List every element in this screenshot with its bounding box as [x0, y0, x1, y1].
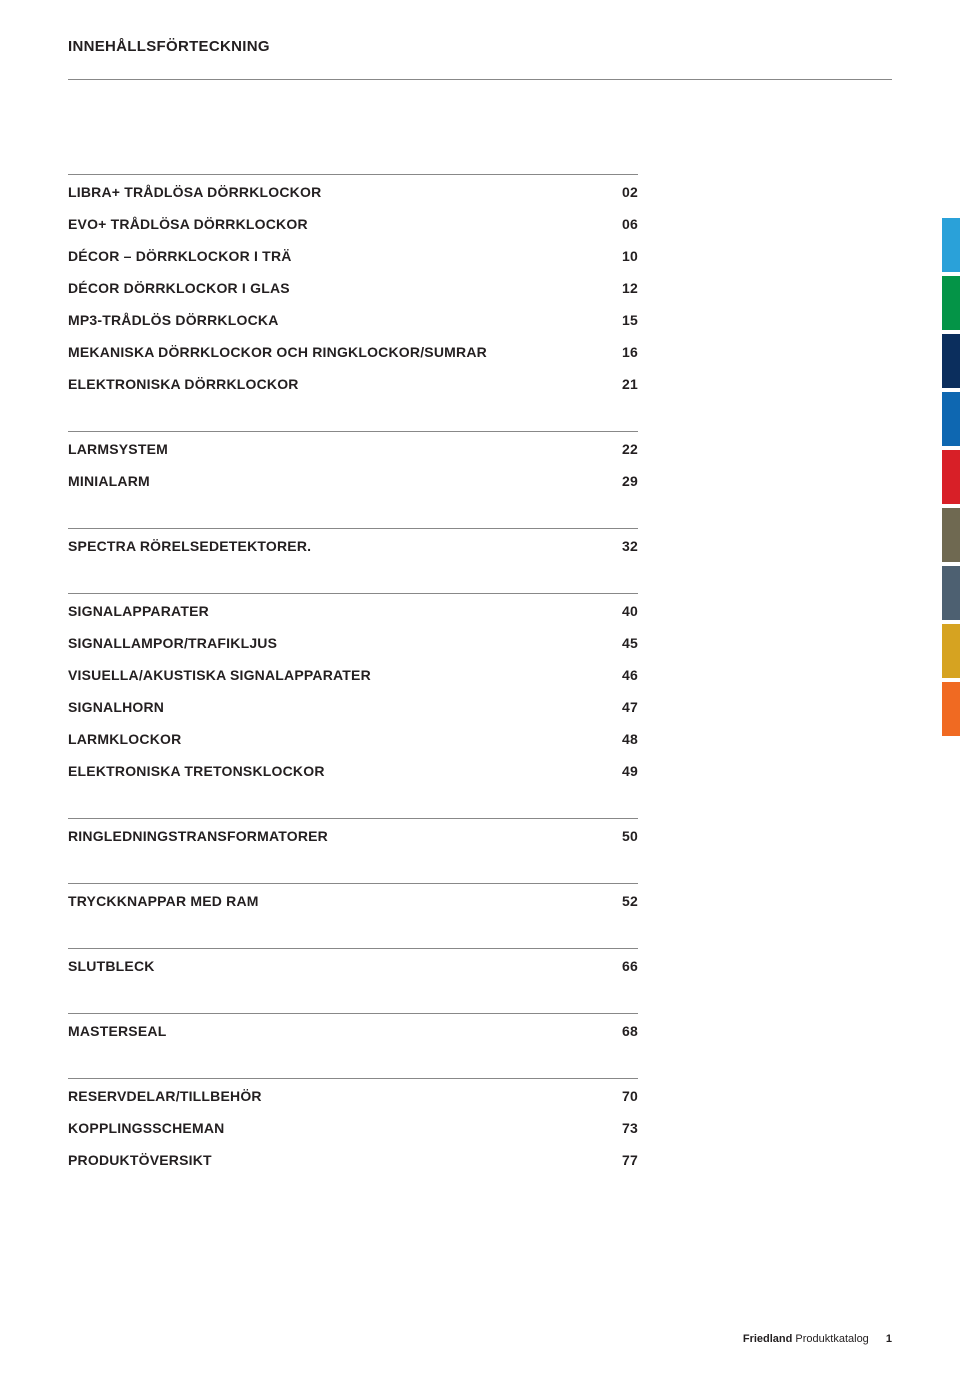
toc-row: DÉCOR – DÖRRKLOCKOR I TRÄ10 [68, 239, 638, 271]
toc-row: PRODUKTÖVERSIKT77 [68, 1143, 638, 1175]
toc-row: ELEKTRONISKA DÖRRKLOCKOR21 [68, 367, 638, 399]
toc-label: VISUELLA/AKUSTISKA SIGNALAPPARATER [68, 667, 608, 683]
toc-row: MINIALARM29 [68, 464, 638, 496]
page-footer: Friedland Produktkatalog 1 [743, 1333, 892, 1345]
toc-row: EVO+ TRÅDLÖSA DÖRRKLOCKOR06 [68, 207, 638, 239]
toc-page: 77 [608, 1152, 638, 1168]
edge-tab [942, 218, 960, 272]
toc-label: EVO+ TRÅDLÖSA DÖRRKLOCKOR [68, 216, 608, 232]
toc-page: 12 [608, 280, 638, 296]
edge-tab [942, 566, 960, 620]
toc-page: 21 [608, 376, 638, 392]
toc-page: 15 [608, 312, 638, 328]
edge-tab [942, 450, 960, 504]
toc-label: ELEKTRONISKA DÖRRKLOCKOR [68, 376, 608, 392]
toc-row: SIGNALLAMPOR/TRAFIKLJUS45 [68, 626, 638, 658]
toc-section: RINGLEDNINGSTRANSFORMATORER50 [68, 818, 638, 851]
toc-page: 48 [608, 731, 638, 747]
edge-tab [942, 334, 960, 388]
toc-label: SLUTBLECK [68, 958, 608, 974]
toc-label: MP3-TRÅDLÖS DÖRRKLOCKA [68, 312, 608, 328]
footer-brand: Friedland [743, 1333, 793, 1345]
toc-page: 40 [608, 603, 638, 619]
toc-label: SIGNALHORN [68, 699, 608, 715]
toc-row: SIGNALAPPARATER40 [68, 594, 638, 626]
toc-label: MEKANISKA DÖRRKLOCKOR OCH RINGKLOCKOR/SU… [68, 344, 608, 360]
toc-label: PRODUKTÖVERSIKT [68, 1152, 608, 1168]
toc-row: LIBRA+ TRÅDLÖSA DÖRRKLOCKOR02 [68, 175, 638, 207]
toc-section: SLUTBLECK66 [68, 948, 638, 981]
toc-section: TRYCKKNAPPAR MED RAM52 [68, 883, 638, 916]
toc-page: 29 [608, 473, 638, 489]
toc-section: LARMSYSTEM22 MINIALARM29 [68, 431, 638, 496]
toc-page: 66 [608, 958, 638, 974]
toc-page: 52 [608, 893, 638, 909]
page-title: INNEHÅLLSFÖRTECKNING [68, 38, 892, 55]
toc-row: SLUTBLECK66 [68, 949, 638, 981]
edge-tabs [942, 218, 960, 740]
toc-label: LARMSYSTEM [68, 441, 608, 457]
toc-label: DÉCOR DÖRRKLOCKOR I GLAS [68, 280, 608, 296]
toc-row: VISUELLA/AKUSTISKA SIGNALAPPARATER46 [68, 658, 638, 690]
toc-label: SIGNALAPPARATER [68, 603, 608, 619]
toc-page: 45 [608, 635, 638, 651]
toc-page: 47 [608, 699, 638, 715]
toc-row: SPECTRA RÖRELSEDETEKTORER.32 [68, 529, 638, 561]
footer-page-number: 1 [886, 1333, 892, 1345]
toc-page: 68 [608, 1023, 638, 1039]
toc-row: RESERVDELAR/TILLBEHÖR70 [68, 1079, 638, 1111]
toc-page: 73 [608, 1120, 638, 1136]
footer-text: Produktkatalog [795, 1333, 868, 1345]
toc-row: MP3-TRÅDLÖS DÖRRKLOCKA15 [68, 303, 638, 335]
title-rule [68, 79, 892, 80]
toc-label: MASTERSEAL [68, 1023, 608, 1039]
toc-label: SIGNALLAMPOR/TRAFIKLJUS [68, 635, 608, 651]
edge-tab [942, 682, 960, 736]
toc-label: RINGLEDNINGSTRANSFORMATORER [68, 828, 608, 844]
toc-page: 70 [608, 1088, 638, 1104]
toc-label: LIBRA+ TRÅDLÖSA DÖRRKLOCKOR [68, 184, 608, 200]
toc-row: KOPPLINGSSCHEMAN73 [68, 1111, 638, 1143]
toc-row: TRYCKKNAPPAR MED RAM52 [68, 884, 638, 916]
edge-tab [942, 508, 960, 562]
toc-page: 10 [608, 248, 638, 264]
toc-label: TRYCKKNAPPAR MED RAM [68, 893, 608, 909]
toc-label: ELEKTRONISKA TRETONSKLOCKOR [68, 763, 608, 779]
toc-label: LARMKLOCKOR [68, 731, 608, 747]
toc-page: 02 [608, 184, 638, 200]
toc-label: DÉCOR – DÖRRKLOCKOR I TRÄ [68, 248, 608, 264]
toc-page: 46 [608, 667, 638, 683]
toc-row: DÉCOR DÖRRKLOCKOR I GLAS12 [68, 271, 638, 303]
toc-page: 06 [608, 216, 638, 232]
toc-section: SPECTRA RÖRELSEDETEKTORER.32 [68, 528, 638, 561]
toc-row: MASTERSEAL68 [68, 1014, 638, 1046]
toc-page: 16 [608, 344, 638, 360]
toc-page: 50 [608, 828, 638, 844]
edge-tab [942, 392, 960, 446]
table-of-contents: LIBRA+ TRÅDLÖSA DÖRRKLOCKOR02 EVO+ TRÅDL… [68, 174, 638, 1175]
toc-label: SPECTRA RÖRELSEDETEKTORER. [68, 538, 608, 554]
toc-page: 49 [608, 763, 638, 779]
toc-row: SIGNALHORN47 [68, 690, 638, 722]
toc-row: LARMKLOCKOR48 [68, 722, 638, 754]
toc-section: LIBRA+ TRÅDLÖSA DÖRRKLOCKOR02 EVO+ TRÅDL… [68, 174, 638, 399]
toc-row: MEKANISKA DÖRRKLOCKOR OCH RINGKLOCKOR/SU… [68, 335, 638, 367]
toc-label: KOPPLINGSSCHEMAN [68, 1120, 608, 1136]
toc-row: RINGLEDNINGSTRANSFORMATORER50 [68, 819, 638, 851]
toc-section: RESERVDELAR/TILLBEHÖR70 KOPPLINGSSCHEMAN… [68, 1078, 638, 1175]
toc-label: RESERVDELAR/TILLBEHÖR [68, 1088, 608, 1104]
toc-label: MINIALARM [68, 473, 608, 489]
toc-section: MASTERSEAL68 [68, 1013, 638, 1046]
toc-page: 22 [608, 441, 638, 457]
toc-section: SIGNALAPPARATER40 SIGNALLAMPOR/TRAFIKLJU… [68, 593, 638, 786]
toc-page: 32 [608, 538, 638, 554]
edge-tab [942, 276, 960, 330]
edge-tab [942, 624, 960, 678]
toc-row: LARMSYSTEM22 [68, 432, 638, 464]
toc-row: ELEKTRONISKA TRETONSKLOCKOR49 [68, 754, 638, 786]
